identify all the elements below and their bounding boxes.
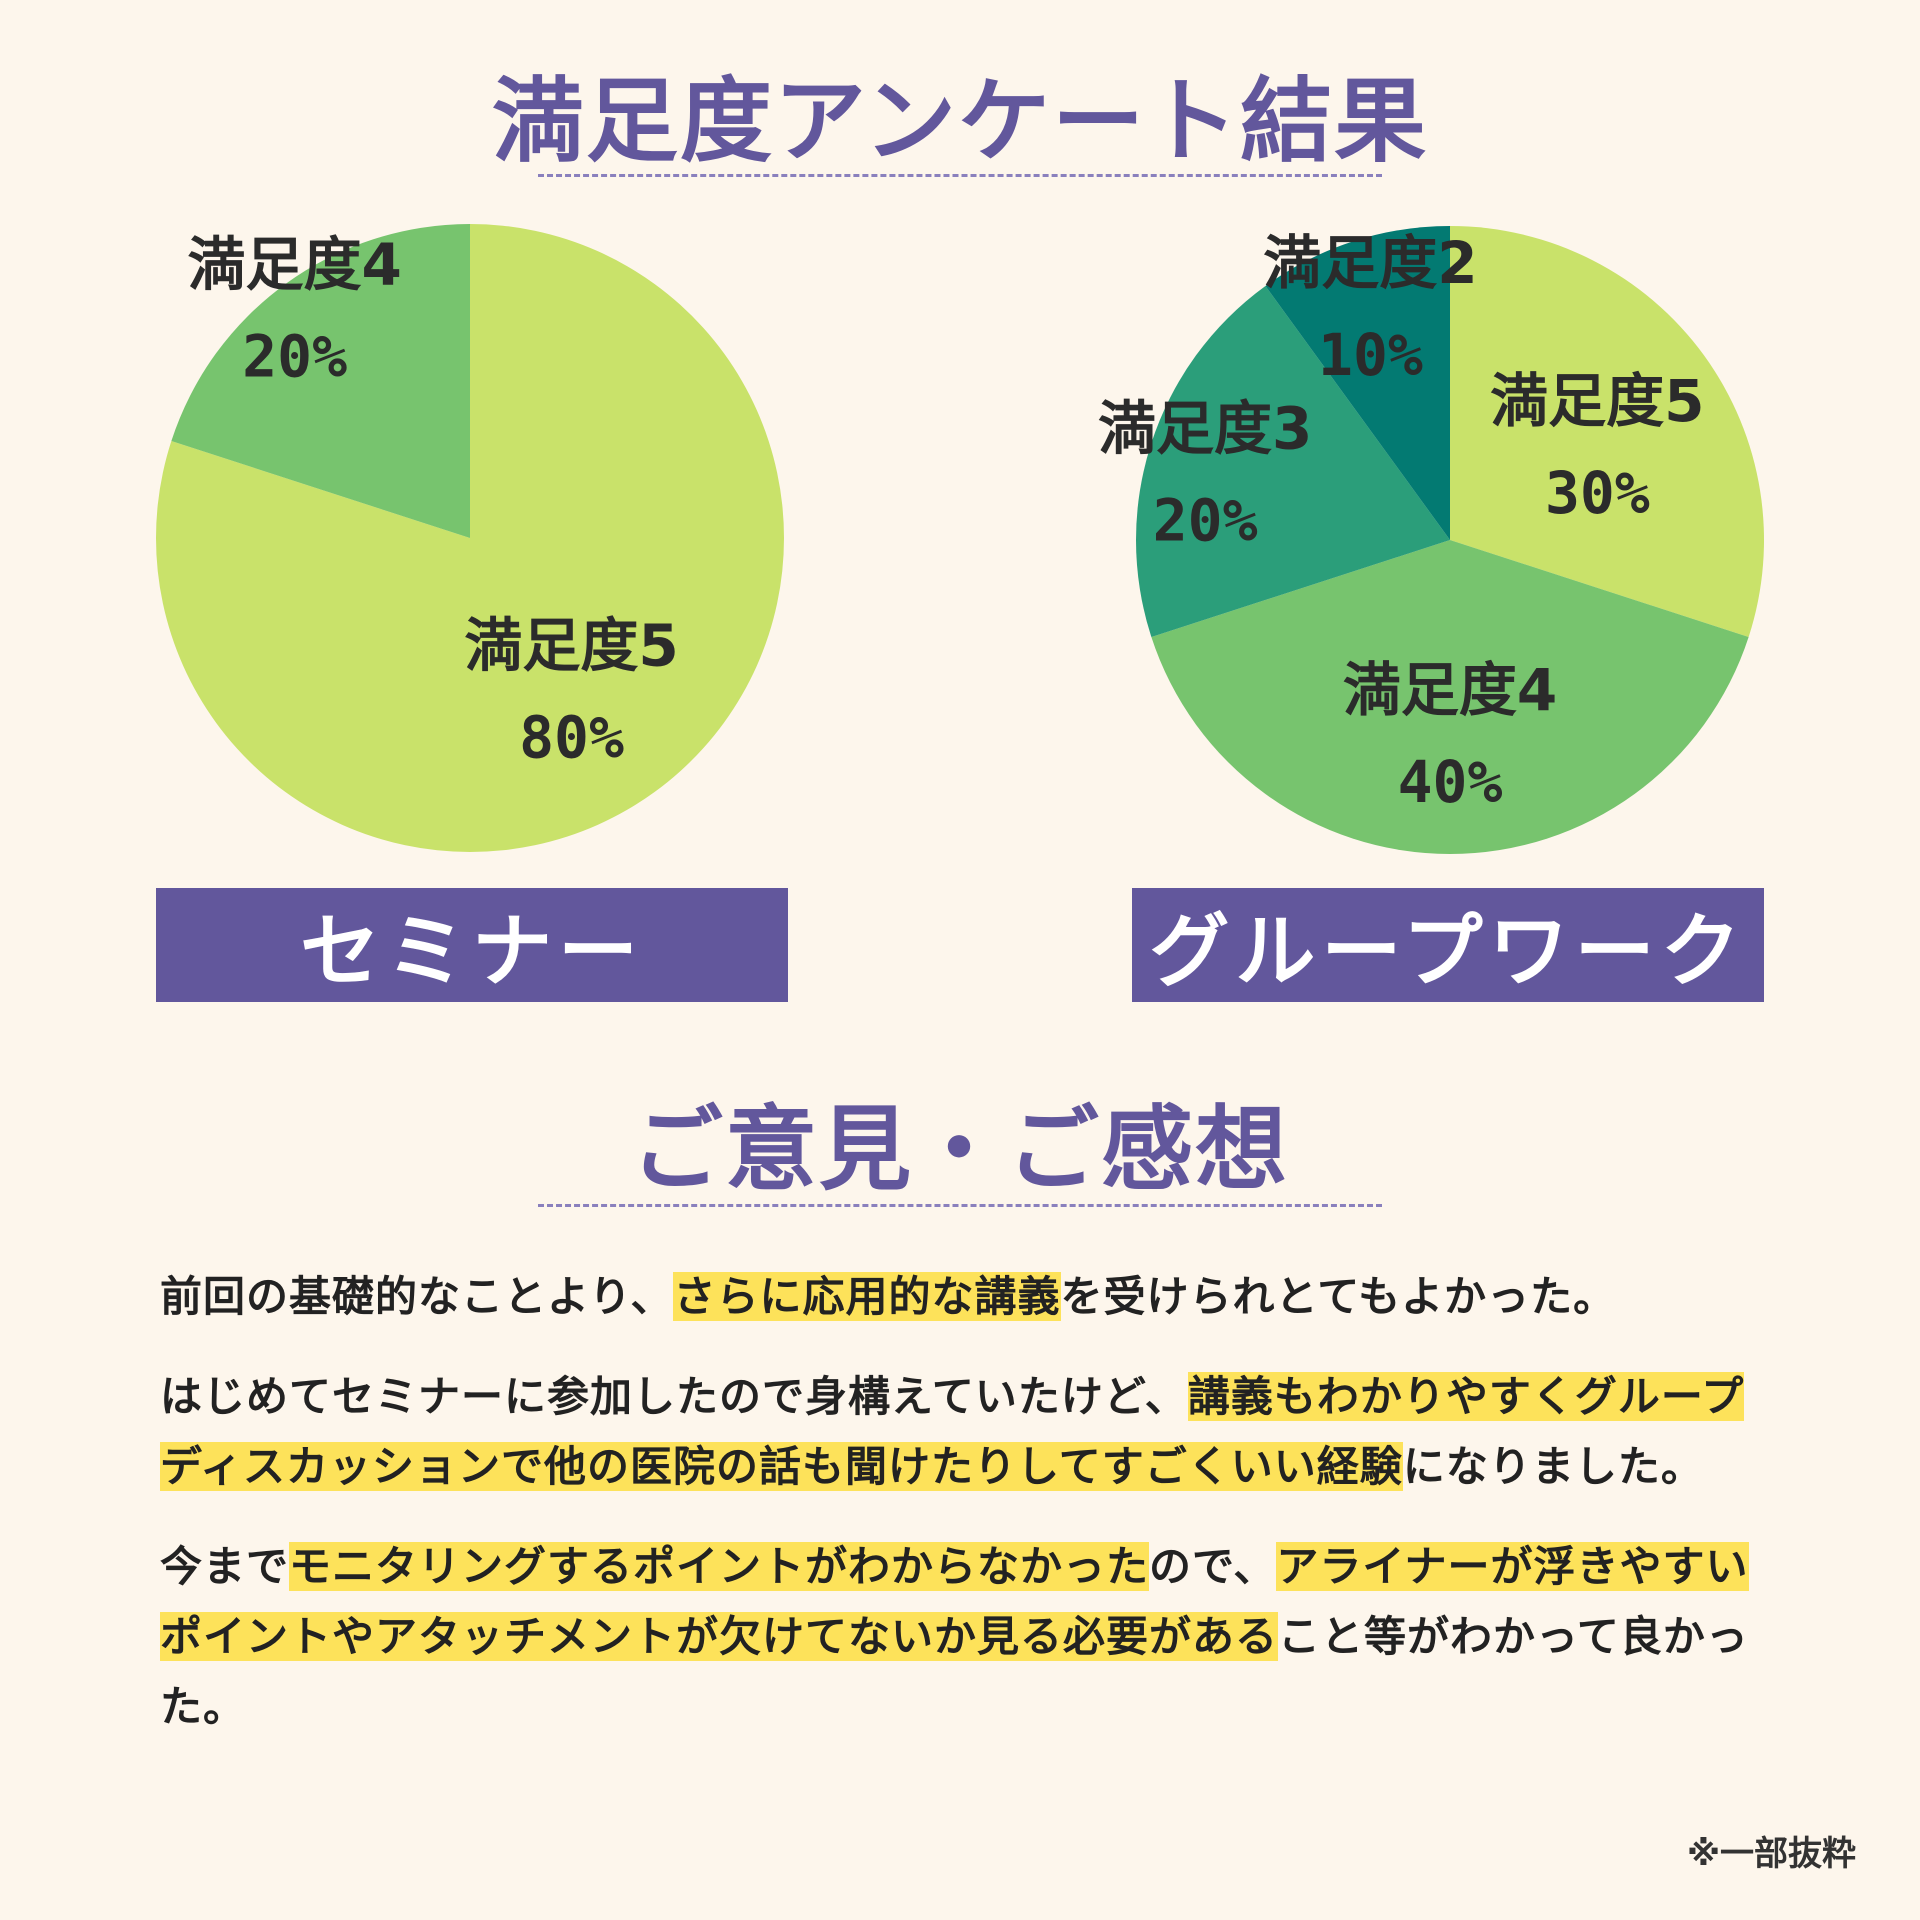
- slice-label: 満足度2: [1263, 229, 1477, 297]
- pie-slice: [1151, 540, 1749, 855]
- slice-percent: 10%: [1318, 321, 1423, 389]
- comment-text: はじめてセミナーに参加したので身構えていたけど、: [160, 1372, 1188, 1421]
- comment-text: を受けられとてもよかった。: [1060, 1272, 1617, 1321]
- slice-label: 満足度4: [187, 231, 401, 299]
- comment-text: こと等がわかって良かった。: [160, 1612, 1749, 1731]
- comments-list: 前回の基礎的なことより、さらに応用的な講義を受けられとてもよかった。 はじめてセ…: [160, 1262, 1780, 1772]
- slice-label: 満足度5: [1490, 367, 1704, 435]
- survey-title: 満足度アンケート結果: [491, 68, 1429, 175]
- slice-percent: 20%: [1153, 486, 1258, 554]
- comment: 前回の基礎的なことより、さらに応用的な講義を受けられとてもよかった。: [160, 1262, 1780, 1332]
- slice-percent: 80%: [519, 704, 624, 772]
- comment-text: 今まで: [160, 1542, 290, 1591]
- pie-slice: [1136, 285, 1450, 638]
- pie-slice: [171, 224, 470, 538]
- slice-label: 満足度3: [1098, 394, 1312, 462]
- seminar-caption: セミナー: [156, 888, 788, 1002]
- comment: はじめてセミナーに参加したので身構えていたけど、講義もわかりやすくグループディス…: [160, 1362, 1780, 1502]
- pie-slice: [1450, 226, 1764, 638]
- title-underline: [538, 174, 1382, 177]
- groupwork-pie-chart: 満足度5 30% 満足度4 40% 満足度3 20% 満足度2 10%: [1098, 226, 1764, 855]
- slice-label: 満足度5: [464, 612, 678, 680]
- pie-slice: [1265, 226, 1450, 540]
- slice-percent: 30%: [1545, 459, 1650, 527]
- comment-text: になりました。: [1402, 1442, 1704, 1491]
- seminar-pie-chart: 満足度5 80% 満足度4 20%: [155, 224, 784, 852]
- highlighted-text: さらに応用的な講義: [673, 1272, 1061, 1321]
- excerpt-note: ※一部抜粋: [1686, 1834, 1856, 1874]
- comment: 今までモニタリングするポイントがわからなかったので、アライナーが浮きやすいポイン…: [160, 1532, 1780, 1742]
- comment-text: ので、: [1149, 1542, 1277, 1591]
- opinions-title: ご意見・ご感想: [630, 1096, 1289, 1203]
- highlighted-text: モニタリングするポイントがわからなかった: [289, 1542, 1150, 1591]
- slice-percent: 20%: [242, 323, 347, 391]
- slice-percent: 40%: [1398, 748, 1503, 816]
- slice-label: 満足度4: [1343, 656, 1557, 724]
- title-underline: [538, 1204, 1382, 1207]
- groupwork-caption: グループワーク: [1132, 888, 1764, 1002]
- comment-text: 前回の基礎的なことより、: [160, 1272, 674, 1321]
